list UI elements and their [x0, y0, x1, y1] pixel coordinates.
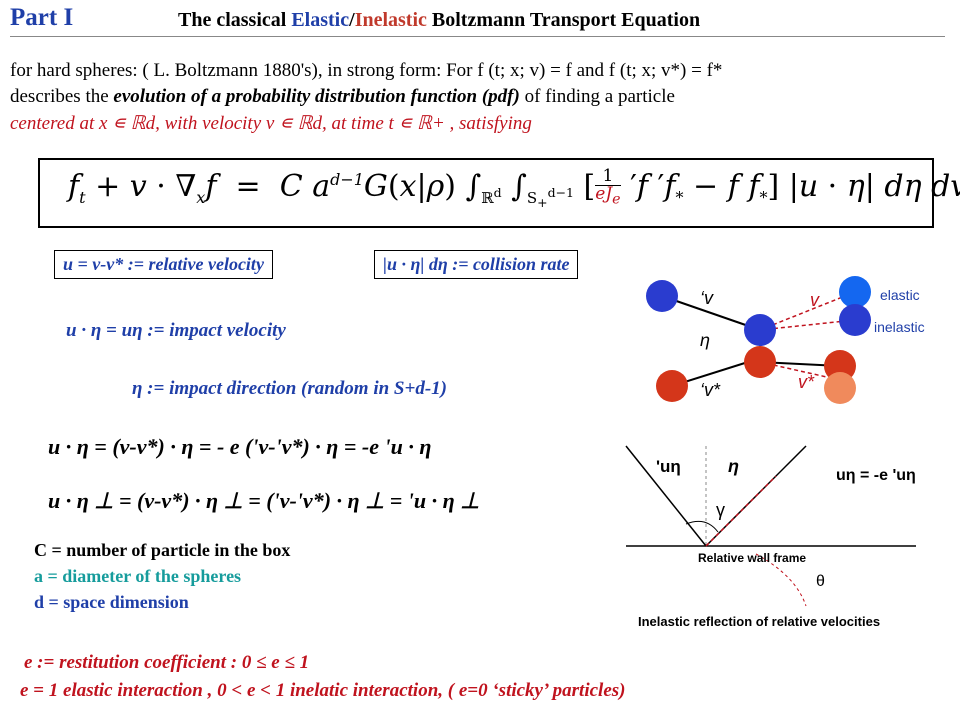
intro-line-2: describes the evolution of a probability…	[10, 86, 675, 108]
sphere-center-red	[744, 346, 776, 378]
collision-rate-box: |u · η| dη := collision rate	[374, 250, 579, 279]
boltzmann-equation: ft + v · ∇xf = C ad−1G(x|ρ) ∫ℝd ∫S+d−1 […	[68, 166, 960, 211]
sphere-v-star-prime	[656, 370, 688, 402]
label-v-prime: ‘v	[700, 288, 714, 308]
intro-line-2-a: describes the	[10, 86, 114, 107]
title-prefix: The classical	[178, 9, 292, 31]
label-v-star: v*	[798, 372, 815, 392]
sphere-v-star-inelastic	[824, 372, 856, 404]
sphere-center-blue	[744, 314, 776, 346]
label-u-eta-relation: uη = -e 'uη	[836, 467, 916, 484]
sphere-v-prime	[646, 280, 678, 312]
label-v: v	[810, 290, 820, 310]
label-v-star-prime: ‘v*	[700, 380, 721, 400]
title-elastic: Elastic	[291, 9, 350, 31]
label-frame: Relative wall frame	[698, 551, 806, 565]
label-gamma: γ	[716, 500, 725, 520]
diagram-caption: Inelastic reflection of relative velocit…	[638, 614, 880, 629]
equation-box	[38, 158, 934, 228]
collision-diagram: ‘v η ‘v* v v* elastic inelastic	[646, 276, 925, 404]
intro-line-1: for hard spheres: ( L. Boltzmann 1880's)…	[10, 60, 723, 81]
label-inelastic: inelastic	[874, 319, 925, 335]
impact-velocity-label: u · η = uη := impact velocity	[66, 320, 286, 341]
definition-C: C = number of particle in the box	[34, 540, 291, 560]
intro-line-3: centered at x ∊ ℝd, with velocity v ∊ ℝd…	[10, 113, 532, 134]
title-divider	[10, 36, 945, 37]
intro-line-2-c: of finding a particle	[519, 86, 675, 107]
restitution-definition: e := restitution coefficient : 0 ≤ e ≤ 1	[24, 652, 310, 673]
reflection-diagram: 'uη η uη = -e 'uη γ Relative wall frame …	[625, 445, 916, 629]
part-label: Part I	[10, 4, 74, 31]
relative-velocity-box: u = v-v* := relative velocity	[54, 250, 273, 279]
sphere-inelastic	[839, 304, 871, 336]
slide-title: The classical Elastic/Inelastic Boltzman…	[178, 9, 700, 32]
label-eta: η	[700, 330, 710, 350]
sphere-v-star-elastic	[824, 350, 856, 382]
definition-a: a = diameter of the spheres	[34, 566, 242, 586]
label-u-eta-prime: 'uη	[656, 457, 681, 476]
sphere-elastic	[839, 276, 871, 308]
label-eta-bottom: η	[728, 456, 739, 476]
interaction-cases: e = 1 elastic interaction , 0 < e < 1 in…	[20, 680, 626, 701]
label-theta: θ	[816, 573, 825, 590]
intro-line-2-b: evolution of a probability distribution …	[113, 86, 520, 107]
title-suffix: Boltzmann Transport Equation	[426, 9, 701, 31]
definition-d: d = space dimension	[34, 592, 189, 612]
title-slash: /	[349, 9, 355, 31]
impact-direction-label: η := impact direction (random in S+d-1)	[132, 378, 447, 399]
relation-parallel: u · η = (v-v*) · η = - e ('v-'v*) · η = …	[48, 434, 432, 459]
label-elastic: elastic	[880, 287, 920, 303]
relation-perpendicular: u · η ⊥ = (v-v*) · η ⊥ = ('v-'v*) · η ⊥ …	[48, 488, 480, 513]
title-inelastic: Inelastic	[354, 9, 427, 31]
